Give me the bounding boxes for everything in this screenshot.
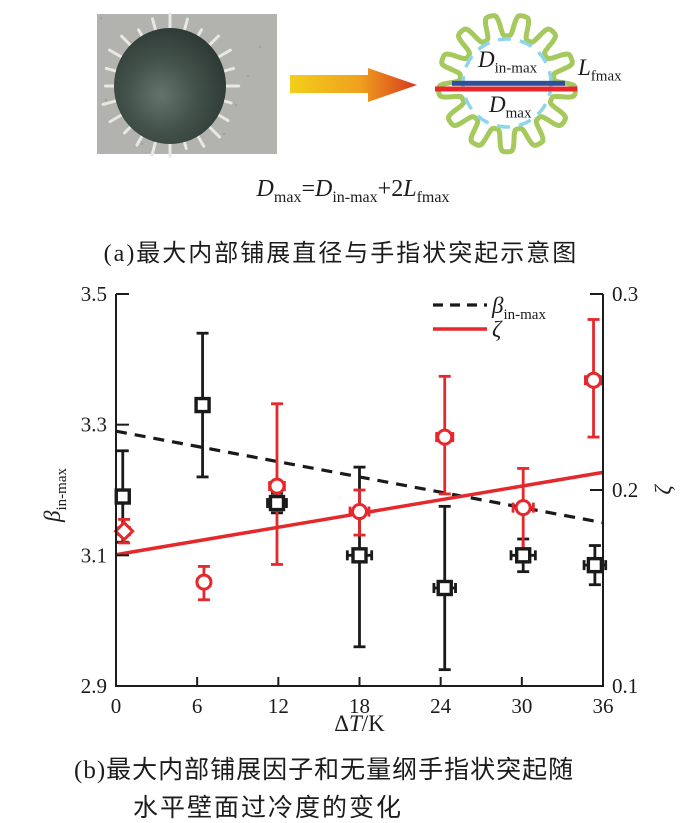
photo-speckle: [99, 16, 103, 20]
axis-tick-label: 0: [111, 694, 122, 718]
caption-b-line2: 水平壁面过冷度的变化: [133, 795, 404, 822]
axis-tick-label: 0.1: [612, 674, 638, 698]
eq-plus2: +2: [377, 176, 404, 202]
axis-tick-label: 6: [192, 694, 203, 718]
arrow-icon: [290, 68, 417, 102]
droplet-body: [114, 28, 226, 144]
l-fmax-sub: fmax: [590, 68, 622, 85]
axis-tick-label: 3.3: [81, 413, 107, 437]
axis-tick-label: 30: [511, 694, 532, 718]
axis-tick-label: 36: [593, 694, 614, 718]
photo-speckle: [258, 45, 262, 49]
axis-tick-label: 3.5: [81, 282, 107, 306]
zeta-marker: [585, 371, 603, 389]
axis-tick-label: 24: [430, 694, 452, 718]
d-in-max-base: D: [478, 47, 495, 72]
beta-in-max-marker: [514, 547, 532, 564]
chart: 0 6 12 18 24 30 36 2.9 3.1 3.3 3.5 0.1 0.2 0.3 ΔT/K βi…: [40, 282, 676, 736]
y-axis-label-left: βin-max: [40, 468, 70, 523]
d-in-max-line: [452, 80, 565, 86]
d-max-sub: max: [505, 105, 532, 122]
zeta-marker: [113, 520, 135, 542]
d-in-max-sub: in-max: [494, 60, 538, 77]
eq-equals: =: [301, 176, 315, 202]
axis-tick-label: 0.3: [612, 282, 638, 306]
zeta-marker: [436, 428, 454, 446]
beta-in-max-marker: [268, 494, 286, 512]
d-max-line: [435, 86, 577, 92]
equation: Dmax=Din-max+2Lfmax: [12, 176, 682, 207]
beta-in-max-marker: [194, 396, 211, 414]
eq-lhs-sub: max: [273, 188, 302, 206]
eq-rhs2-sub: fmax: [416, 188, 450, 206]
d-in-max-label: Din-max: [478, 47, 537, 78]
eq-rhs1-base: D: [314, 176, 333, 202]
photo-speckle: [222, 132, 226, 136]
axis-tick-label: 12: [268, 694, 289, 718]
eq-lhs-base: D: [256, 176, 274, 202]
eq-rhs2-base: L: [403, 176, 417, 202]
beta-in-max-marker: [436, 579, 453, 597]
photo-speckle: [140, 142, 144, 146]
zeta-marker: [351, 503, 368, 521]
zeta-marker: [514, 499, 532, 517]
photo-speckle: [104, 98, 108, 102]
splat-schematic: [435, 13, 578, 155]
legend-label-zeta: ζ: [492, 317, 503, 342]
zeta-marker: [195, 573, 213, 591]
eq-rhs1-sub: in-max: [332, 188, 378, 206]
caption-a: (a)最大内部铺展直径与手指状突起示意图: [103, 241, 579, 267]
axis-tick-label: 18: [349, 694, 370, 718]
caption-b-line1: (b)最大内部铺展因子和无量纲手指状突起随: [74, 757, 575, 784]
zeta-marker: [268, 477, 286, 495]
legend-label-beta: βin-max: [491, 293, 546, 323]
arrow-shape: [290, 68, 417, 102]
droplet-photo: [97, 12, 277, 158]
l-fmax-label: Lfmax: [578, 55, 622, 86]
beta-in-max-marker: [351, 547, 368, 564]
beta-in-max-marker: [114, 488, 131, 505]
photo-speckle: [246, 74, 250, 78]
d-max-label: Dmax: [489, 92, 531, 123]
d-max-base: D: [489, 92, 506, 117]
axis-tick-label: 3.1: [81, 543, 107, 567]
axis-tick-label: 0.2: [612, 478, 638, 502]
beta-in-max-marker: [586, 556, 604, 574]
l-fmax-base: L: [578, 55, 591, 80]
photo-speckle: [234, 103, 238, 107]
axis-tick-label: 2.9: [81, 674, 107, 698]
x-axis-label: ΔT/K: [334, 711, 385, 736]
y-axis-label-right: ζ: [651, 484, 676, 495]
